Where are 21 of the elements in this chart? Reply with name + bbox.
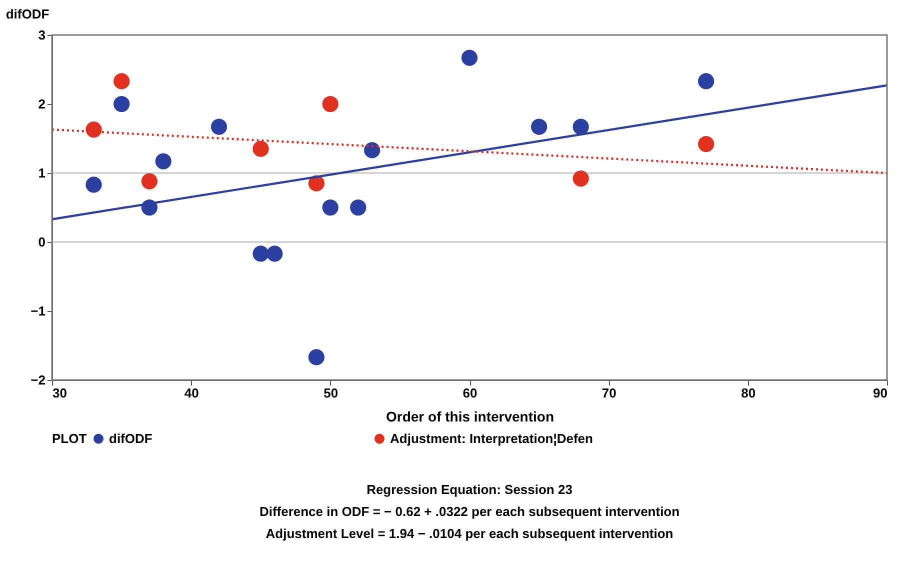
x-tick-label: 70 bbox=[602, 386, 616, 400]
y-tick-label: −2 bbox=[30, 372, 46, 388]
legend-label: difODF bbox=[109, 430, 152, 446]
x-tick-label: 90 bbox=[873, 386, 888, 400]
legend-title: PLOT bbox=[52, 431, 87, 446]
y-tick-label: 1 bbox=[38, 166, 46, 180]
y-tick-label: 3 bbox=[38, 28, 46, 42]
y-tick-label: −1 bbox=[30, 304, 46, 318]
text: Difference in ODF = − 0.62 + .0322 per each subsequent intervention bbox=[259, 504, 680, 519]
y-axis-title: difODF bbox=[6, 6, 50, 22]
x-axis-title: Order of this intervention bbox=[386, 408, 554, 424]
legend-label: Adjustment: Interpretation¦Defen bbox=[390, 430, 594, 446]
y-tick-label: 2 bbox=[38, 96, 46, 112]
text: Adjustment Level = 1.94 − .0104 per each subsequent intervention bbox=[266, 526, 674, 541]
y-tick-label: 0 bbox=[38, 234, 46, 250]
x-tick-label: 50 bbox=[324, 386, 338, 400]
text: Regression Equation: Session 23 bbox=[366, 482, 572, 497]
x-tick-label: 40 bbox=[184, 386, 199, 400]
x-tick-label: 80 bbox=[741, 386, 756, 400]
x-tick-label: 30 bbox=[52, 386, 67, 400]
x-tick-label: 60 bbox=[462, 386, 478, 400]
